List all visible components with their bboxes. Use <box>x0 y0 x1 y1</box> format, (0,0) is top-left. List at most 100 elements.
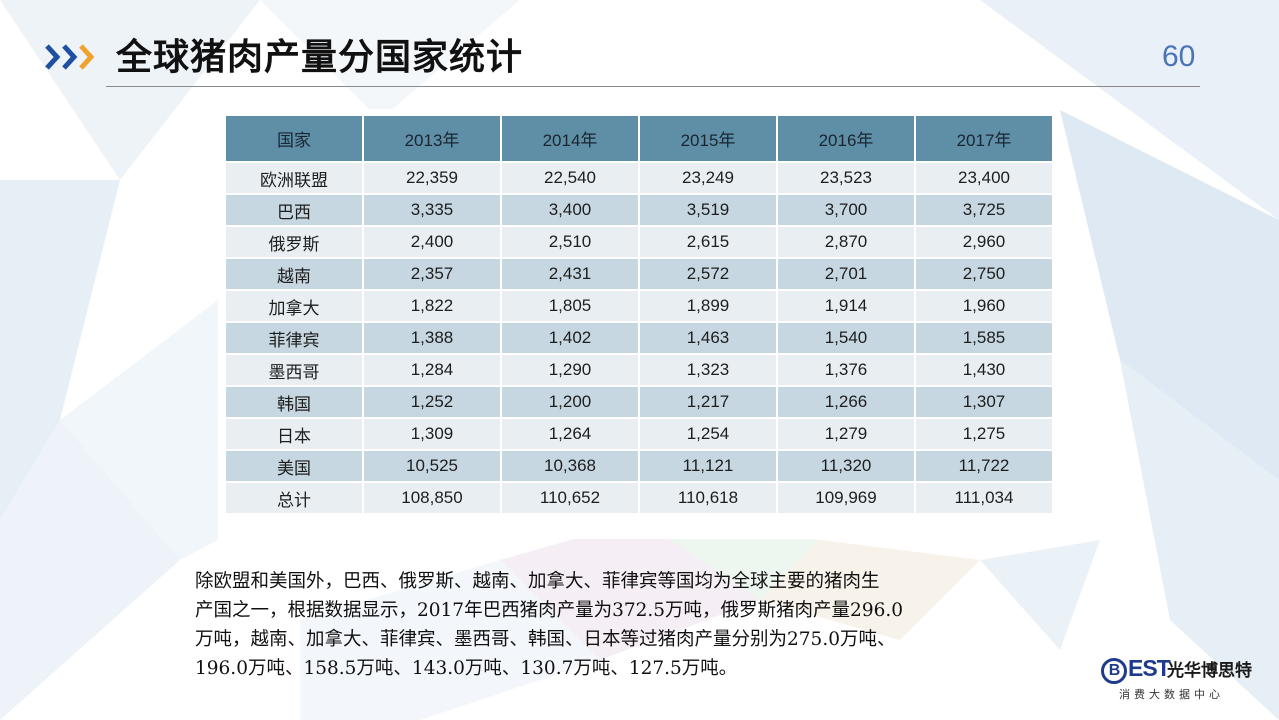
logo-b-circle: B <box>1101 658 1127 684</box>
table-row: 巴西 3,335 3,400 3,519 3,700 3,725 <box>224 193 1054 227</box>
value-cell: 1,402 <box>500 321 640 355</box>
country-cell: 墨西哥 <box>224 353 364 387</box>
page-number: 60 <box>1162 40 1196 73</box>
value-cell: 111,034 <box>914 481 1054 515</box>
column-header-2017: 2017年 <box>914 114 1054 163</box>
logo-mark: B EST <box>1101 655 1171 684</box>
triple-chevron-right-icon <box>45 44 95 70</box>
table-row: 美国 10,525 10,368 11,121 11,320 11,722 <box>224 449 1054 483</box>
column-header-2013: 2013年 <box>362 114 502 163</box>
value-cell: 11,722 <box>914 449 1054 483</box>
table-row: 加拿大 1,822 1,805 1,899 1,914 1,960 <box>224 289 1054 323</box>
value-cell: 11,121 <box>638 449 778 483</box>
table-row: 墨西哥 1,284 1,290 1,323 1,376 1,430 <box>224 353 1054 387</box>
value-cell: 1,430 <box>914 353 1054 387</box>
value-cell: 23,400 <box>914 161 1054 195</box>
value-cell: 1,200 <box>500 385 640 419</box>
column-header-country: 国家 <box>224 114 364 163</box>
value-cell: 1,264 <box>500 417 640 451</box>
country-cell: 加拿大 <box>224 289 364 323</box>
value-cell: 1,899 <box>638 289 778 323</box>
value-cell: 2,615 <box>638 225 778 259</box>
value-cell: 110,618 <box>638 481 778 515</box>
value-cell: 3,335 <box>362 193 502 227</box>
table-row: 韩国 1,252 1,200 1,217 1,266 1,307 <box>224 385 1054 419</box>
paragraph-line: 除欧盟和美国外，巴西、俄罗斯、越南、加拿大、菲律宾等国均为全球主要的猪肉生 <box>195 571 880 592</box>
value-cell: 1,914 <box>776 289 916 323</box>
pork-production-table: 国家 2013年 2014年 2015年 2016年 2017年 欧洲联盟 22… <box>224 114 1054 515</box>
table-row: 越南 2,357 2,431 2,572 2,701 2,750 <box>224 257 1054 291</box>
logo-company-name: 光华博思特 <box>1167 661 1252 681</box>
value-cell: 1,309 <box>362 417 502 451</box>
paragraph-line: 万吨，越南、加拿大、菲律宾、墨西哥、韩国、日本等过猪肉产量分别为275.0万吨、 <box>195 629 896 650</box>
paragraph-line: 产国之一，根据数据显示，2017年巴西猪肉产量为372.5万吨，俄罗斯猪肉产量2… <box>195 600 904 621</box>
value-cell: 1,585 <box>914 321 1054 355</box>
column-header-2016: 2016年 <box>776 114 916 163</box>
country-cell: 越南 <box>224 257 364 291</box>
country-cell: 巴西 <box>224 193 364 227</box>
table-row: 欧洲联盟 22,359 22,540 23,249 23,523 23,400 <box>224 161 1054 195</box>
value-cell: 1,266 <box>776 385 916 419</box>
column-header-2014: 2014年 <box>500 114 640 163</box>
slide-header: 全球猪肉产量分国家统计 60 <box>0 0 1279 100</box>
value-cell: 2,510 <box>500 225 640 259</box>
value-cell: 1,290 <box>500 353 640 387</box>
value-cell: 1,540 <box>776 321 916 355</box>
table-header-row: 国家 2013年 2014年 2015年 2016年 2017年 <box>224 114 1054 163</box>
column-header-2015: 2015年 <box>638 114 778 163</box>
value-cell: 3,400 <box>500 193 640 227</box>
value-cell: 2,960 <box>914 225 1054 259</box>
value-cell: 2,431 <box>500 257 640 291</box>
table-row-total: 总计 108,850 110,652 110,618 109,969 111,0… <box>224 481 1054 515</box>
value-cell: 1,217 <box>638 385 778 419</box>
table-row: 菲律宾 1,388 1,402 1,463 1,540 1,585 <box>224 321 1054 355</box>
value-cell: 110,652 <box>500 481 640 515</box>
value-cell: 1,254 <box>638 417 778 451</box>
value-cell: 1,388 <box>362 321 502 355</box>
value-cell: 1,275 <box>914 417 1054 451</box>
country-cell: 俄罗斯 <box>224 225 364 259</box>
country-cell: 美国 <box>224 449 364 483</box>
value-cell: 22,540 <box>500 161 640 195</box>
table-row: 俄罗斯 2,400 2,510 2,615 2,870 2,960 <box>224 225 1054 259</box>
value-cell: 2,400 <box>362 225 502 259</box>
value-cell: 3,725 <box>914 193 1054 227</box>
value-cell: 23,523 <box>776 161 916 195</box>
company-logo: B EST 光华博思特 消费大数据中心 <box>1101 652 1266 702</box>
summary-paragraph: 除欧盟和美国外，巴西、俄罗斯、越南、加拿大、菲律宾等国均为全球主要的猪肉生 产国… <box>195 567 1095 683</box>
value-cell: 2,870 <box>776 225 916 259</box>
pork-production-table-panel: 国家 2013年 2014年 2015年 2016年 2017年 欧洲联盟 22… <box>218 109 1060 539</box>
logo-mark-text: EST <box>1128 655 1171 681</box>
value-cell: 1,463 <box>638 321 778 355</box>
value-cell: 109,969 <box>776 481 916 515</box>
value-cell: 2,750 <box>914 257 1054 291</box>
page-title: 全球猪肉产量分国家统计 <box>116 37 524 78</box>
country-cell: 欧洲联盟 <box>224 161 364 195</box>
country-cell: 日本 <box>224 417 364 451</box>
header-divider <box>106 86 1200 87</box>
table-row: 日本 1,309 1,264 1,254 1,279 1,275 <box>224 417 1054 451</box>
value-cell: 1,284 <box>362 353 502 387</box>
value-cell: 2,701 <box>776 257 916 291</box>
value-cell: 2,357 <box>362 257 502 291</box>
value-cell: 1,307 <box>914 385 1054 419</box>
value-cell: 1,323 <box>638 353 778 387</box>
value-cell: 1,279 <box>776 417 916 451</box>
value-cell: 1,822 <box>362 289 502 323</box>
logo-subtitle: 消费大数据中心 <box>1119 688 1224 701</box>
value-cell: 2,572 <box>638 257 778 291</box>
value-cell: 3,700 <box>776 193 916 227</box>
paragraph-line: 196.0万吨、158.5万吨、143.0万吨、130.7万吨、127.5万吨。 <box>195 658 738 679</box>
value-cell: 1,252 <box>362 385 502 419</box>
value-cell: 1,805 <box>500 289 640 323</box>
value-cell: 3,519 <box>638 193 778 227</box>
value-cell: 1,960 <box>914 289 1054 323</box>
value-cell: 23,249 <box>638 161 778 195</box>
value-cell: 108,850 <box>362 481 502 515</box>
value-cell: 22,359 <box>362 161 502 195</box>
country-cell: 总计 <box>224 481 364 515</box>
value-cell: 10,368 <box>500 449 640 483</box>
value-cell: 10,525 <box>362 449 502 483</box>
value-cell: 1,376 <box>776 353 916 387</box>
